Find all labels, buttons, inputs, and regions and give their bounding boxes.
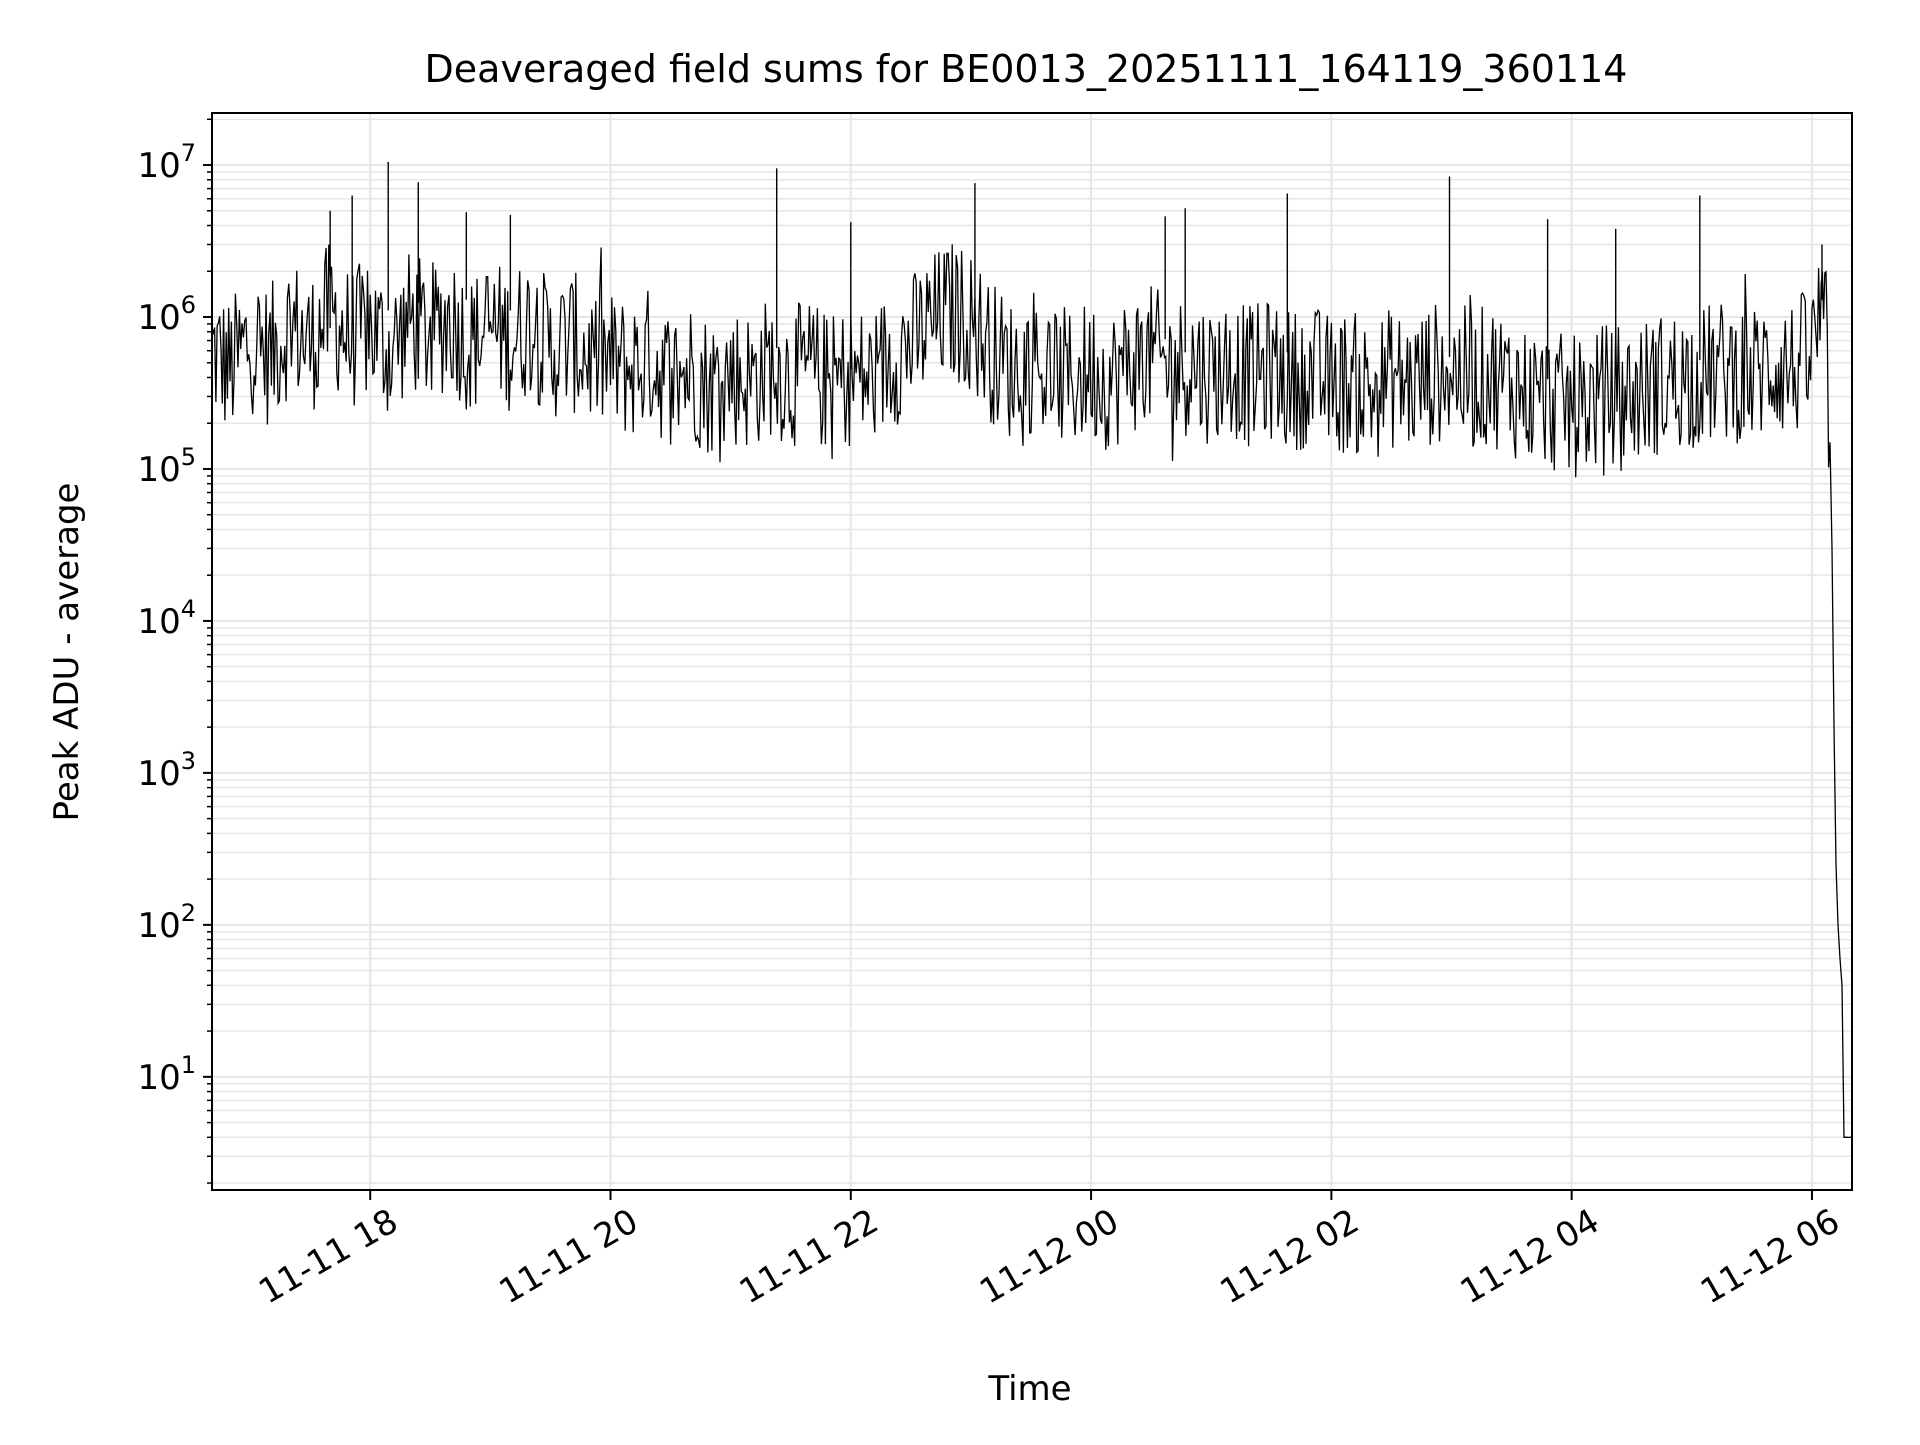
y-axis-label: Peak ADU - average [47, 483, 87, 822]
x-tick-label: 11-11 20 [493, 1201, 645, 1312]
y-tick-exponent: 7 [181, 139, 196, 167]
chart-title: Deaveraged field sums for BE0013_2025111… [425, 47, 1628, 91]
y-tick-label: 103 [137, 747, 196, 794]
y-tick-exponent: 6 [181, 291, 196, 319]
y-tick-label: 101 [137, 1051, 196, 1098]
x-axis-label: Time [987, 1369, 1071, 1409]
y-tick-base: 10 [137, 146, 180, 186]
x-tick-label: 11-12 06 [1694, 1201, 1846, 1312]
series-layer [211, 161, 1852, 1138]
y-tick-base: 10 [137, 298, 180, 338]
x-tick-label: 11-12 00 [973, 1201, 1125, 1312]
y-tick-exponent: 5 [181, 443, 196, 471]
y-tick-base: 10 [137, 602, 180, 642]
y-tick-exponent: 4 [181, 595, 196, 623]
y-tick-base: 10 [137, 1058, 180, 1098]
x-tick-label: 11-11 18 [252, 1201, 404, 1312]
y-tick-label: 102 [137, 899, 196, 946]
x-axis: 11-11 18 11-11 20 11-11 22 11-12 00 11-12 02… [252, 1190, 1846, 1312]
x-tick-label: 11-12 02 [1213, 1201, 1365, 1312]
y-tick-exponent: 3 [181, 747, 196, 775]
grid-lines [212, 113, 1852, 1190]
x-tick-label: 11-11 22 [733, 1201, 885, 1312]
y-tick-exponent: 1 [181, 1051, 196, 1079]
x-tick-label: 11-12 04 [1454, 1201, 1606, 1312]
plot-frame [211, 112, 1853, 1191]
y-tick-label: 106 [137, 291, 196, 338]
series-line [211, 244, 1852, 1138]
y-tick-exponent: 2 [181, 899, 196, 927]
y-tick-base: 10 [137, 906, 180, 946]
y-tick-label: 107 [137, 139, 196, 186]
y-tick-base: 10 [137, 754, 180, 794]
y-tick-label: 105 [137, 443, 196, 490]
y-tick-base: 10 [137, 450, 180, 490]
y-tick-label: 104 [137, 595, 196, 642]
